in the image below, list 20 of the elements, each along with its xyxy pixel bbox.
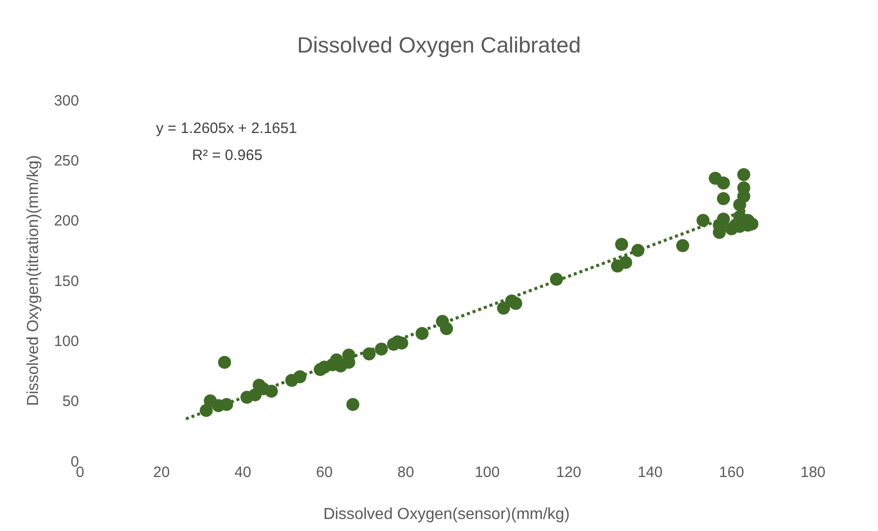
y-tick-label: 150 [54, 272, 79, 290]
x-tick-label: 20 [153, 464, 170, 481]
x-tick-label: 100 [474, 464, 500, 481]
y-tick-label: 300 [54, 92, 79, 110]
x-tick-label: 40 [234, 464, 252, 481]
x-tick-label: 120 [556, 464, 582, 481]
x-tick-label: 140 [638, 464, 663, 481]
x-tick-label: 160 [719, 464, 744, 481]
y-tick-label: 200 [54, 212, 79, 230]
x-tick-label: 60 [316, 464, 333, 481]
y-tick-label: 100 [54, 332, 79, 350]
y-axis-title: Dissolved Oxygen(titration)(mm/kg) [25, 155, 42, 406]
y-tick-label: 50 [62, 393, 79, 410]
annotation: R² = 0.965 [192, 147, 262, 164]
y-tick-label: 250 [54, 152, 79, 170]
x-axis-title: Dissolved Oxygen(sensor)(mm/kg) [323, 506, 570, 523]
annotation: y = 1.2605x + 2.1651 [156, 120, 297, 137]
x-tick-label: 80 [397, 464, 414, 481]
chart-title: Dissolved Oxygen Calibrated [297, 32, 581, 58]
x-tick-label: 180 [800, 464, 826, 481]
